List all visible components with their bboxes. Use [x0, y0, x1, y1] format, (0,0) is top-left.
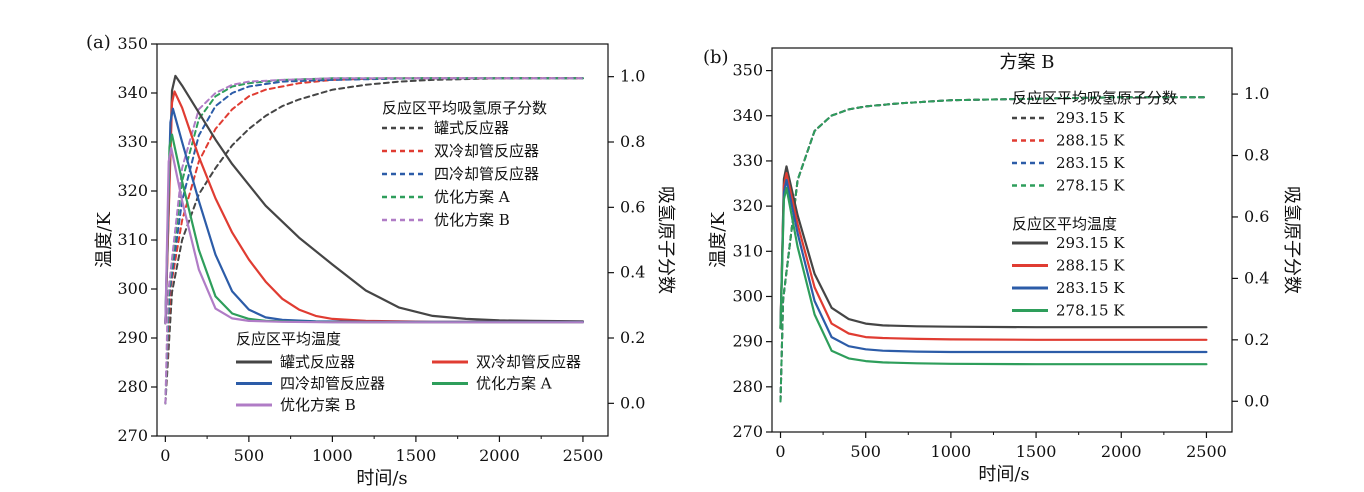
right-y-tick-label: 0.6 [1244, 207, 1269, 226]
temperature-line-1 [164, 90, 585, 325]
left-y-tick-label: 350 [117, 34, 148, 53]
x-tick-label: 0 [775, 442, 785, 461]
temperature-line-2 [779, 178, 1208, 354]
x-tick-label: 500 [234, 446, 265, 465]
left-y-tick-label: 340 [117, 83, 148, 102]
temperature-line-0 [779, 165, 1208, 330]
panel-b-left-y-ticks: 270 280 290 300 310 320 330 340 350 [732, 61, 772, 441]
left-y-tick-label: 270 [732, 422, 763, 441]
panel-b-right-y-ticks: 0.0 0.2 0.4 0.6 0.8 1.0 [1232, 84, 1269, 410]
panel-b-x-ticks: 0 500 1000 1500 2000 2500 [775, 432, 1227, 461]
temperature-legend-label: 278.15 K [1056, 302, 1125, 320]
left-y-tick-label: 340 [732, 106, 763, 125]
left-y-tick-label: 330 [117, 132, 148, 151]
temperature-legend-label: 293.15 K [1056, 234, 1125, 252]
panel-b-title: 方案 B [1000, 52, 1055, 73]
x-tick-label: 0 [160, 446, 170, 465]
temperature-line-2 [164, 107, 585, 325]
right-y-tick-label: 0.8 [620, 132, 645, 151]
temperature-legend-label: 四冷却管反应器 [280, 375, 385, 393]
temperature-legend-label: 288.15 K [1056, 257, 1125, 275]
temperature-legend-label: 283.15 K [1056, 279, 1125, 297]
left-y-tick-label: 310 [732, 241, 763, 260]
panel-b-temperature-lines [779, 165, 1208, 366]
x-tick-label: 2500 [563, 446, 604, 465]
fraction-legend-label: 293.15 K [1056, 109, 1125, 127]
x-tick-label: 2000 [1101, 442, 1142, 461]
left-y-tick-label: 330 [732, 151, 763, 170]
x-tick-label: 1500 [396, 446, 437, 465]
right-y-tick-label: 0.0 [620, 393, 645, 412]
right-y-tick-label: 0.2 [1244, 330, 1269, 349]
temperature-line-0 [164, 74, 585, 325]
right-y-tick-label: 0.8 [1244, 146, 1269, 165]
left-y-tick-label: 310 [117, 230, 148, 249]
x-tick-label: 1000 [312, 446, 353, 465]
temperature-legend-label: 优化方案 A [476, 375, 552, 393]
fraction-legend-label: 283.15 K [1056, 154, 1125, 172]
temperature-legend-label: 双冷却管反应器 [476, 353, 581, 371]
left-y-tick-label: 320 [117, 181, 148, 200]
right-y-tick-label: 1.0 [1244, 84, 1269, 103]
temperature-legend-label: 优化方案 B [280, 396, 356, 414]
panel-a-fraction-legend-title: 反应区平均吸氢原子分数 [382, 99, 547, 117]
panel-b-label: (b) [703, 47, 729, 68]
panel-b-fraction-legend: 反应区平均吸氢原子分数 293.15 K 288.15 K 283.15 K 278… [1012, 89, 1177, 195]
x-tick-label: 2000 [479, 446, 520, 465]
fraction-legend-label: 278.15 K [1056, 177, 1125, 195]
fraction-legend-label: 288.15 K [1056, 132, 1125, 150]
panel-b-frame [771, 47, 1233, 433]
right-y-tick-label: 0.6 [620, 197, 645, 216]
right-y-tick-label: 0.2 [620, 328, 645, 347]
fraction-legend-label: 优化方案 A [434, 188, 510, 206]
fraction-legend-label: 四冷却管反应器 [434, 165, 539, 183]
panel-a-left-y-ticks: 270 280 290 300 310 320 330 340 350 [117, 34, 157, 445]
fraction-legend-label: 罐式反应器 [434, 119, 509, 137]
panel-a-x-ticks: 0 500 1000 1500 2000 2500 [160, 436, 603, 465]
panel-a-temperature-legend-title: 反应区平均温度 [236, 330, 341, 348]
right-y-tick-label: 0.0 [1244, 391, 1269, 410]
x-tick-label: 1000 [931, 442, 972, 461]
left-y-tick-label: 290 [117, 328, 148, 347]
panel-b-x-label: 时间/s [978, 464, 1029, 485]
right-y-tick-label: 0.4 [1244, 268, 1269, 287]
left-y-tick-label: 270 [117, 426, 148, 445]
panel-b-left-y-label: 温度/K [708, 212, 729, 268]
panel-b-right-y-label: 吸氢原子分数 [1281, 186, 1302, 294]
fraction-line-2 [164, 77, 584, 405]
right-y-tick-label: 1.0 [620, 67, 645, 86]
temperature-line-1 [779, 172, 1208, 341]
panel-b-fraction-legend-title: 反应区平均吸氢原子分数 [1012, 89, 1177, 107]
left-y-tick-label: 350 [732, 61, 763, 80]
fraction-legend-label: 双冷却管反应器 [434, 142, 539, 160]
fraction-line-4 [164, 77, 584, 405]
left-y-tick-label: 300 [117, 279, 148, 298]
x-tick-label: 1500 [1016, 442, 1057, 461]
x-tick-label: 500 [850, 442, 881, 461]
panel-a-right-y-ticks: 0.0 0.2 0.4 0.6 0.8 1.0 [608, 67, 645, 412]
x-tick-label: 2500 [1186, 442, 1227, 461]
panel-b-temperature-legend-title: 反应区平均温度 [1012, 215, 1117, 233]
left-y-tick-label: 300 [732, 286, 763, 305]
temperature-line-4 [164, 146, 585, 325]
left-y-tick-label: 280 [117, 377, 148, 396]
panel-a-label: (a) [86, 32, 111, 53]
panel-a-x-label: 时间/s [356, 468, 407, 489]
panel-a-left-y-label: 温度/K [94, 212, 115, 268]
temperature-line-3 [779, 186, 1208, 366]
panel-b-temperature-legend: 反应区平均温度 293.15 K 288.15 K 283.15 K 278.15 K [1012, 215, 1125, 320]
panel-a-right-y-label: 吸氢原子分数 [655, 186, 676, 294]
left-y-tick-label: 320 [732, 196, 763, 215]
right-y-tick-label: 0.4 [620, 263, 645, 282]
fraction-legend-label: 优化方案 B [434, 211, 510, 229]
temperature-legend-label: 罐式反应器 [280, 353, 355, 371]
panel-b: (b) 方案 B 0 500 1000 1500 2000 2500 270 280 290 3… [703, 47, 1302, 485]
left-y-tick-label: 280 [732, 377, 763, 396]
left-y-tick-label: 290 [732, 332, 763, 351]
panel-a: (a) 0 500 1000 1500 2000 2500 270 280 290 300 310… [86, 32, 676, 489]
panel-a-temperature-lines [164, 74, 585, 325]
